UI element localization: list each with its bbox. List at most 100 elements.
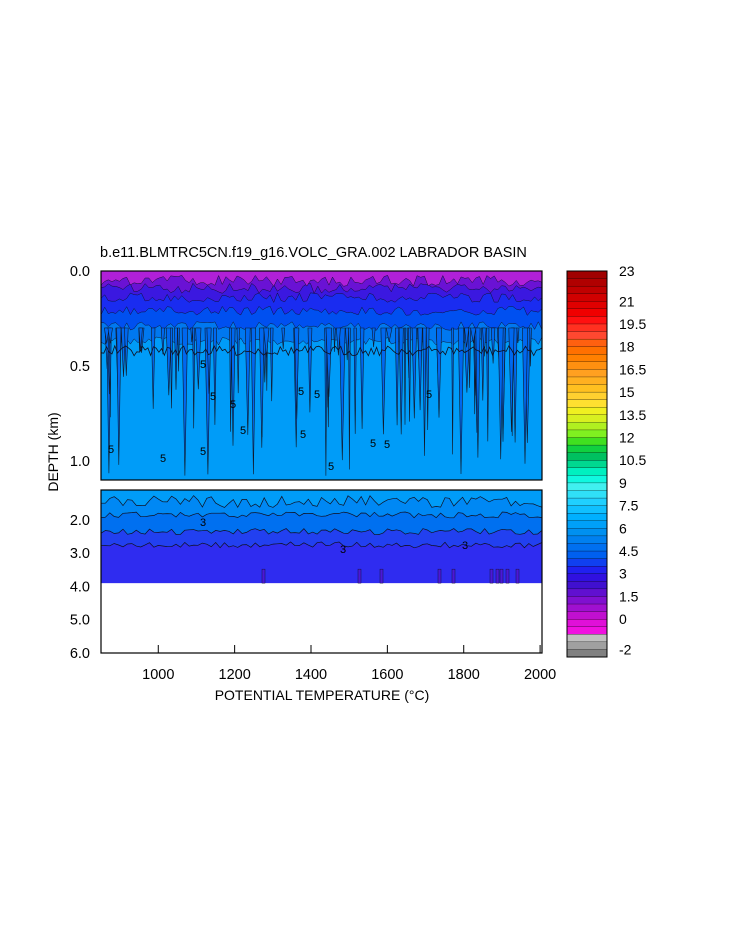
plume bbox=[470, 327, 477, 343]
plume bbox=[486, 327, 490, 442]
deep-feature bbox=[499, 568, 504, 584]
plume bbox=[107, 327, 113, 344]
colorbar-swatch bbox=[566, 399, 608, 408]
colorbar-swatch bbox=[566, 376, 608, 385]
colorbar-swatch bbox=[566, 558, 608, 567]
plume bbox=[516, 327, 520, 344]
colorbar-label: 1.5 bbox=[619, 589, 639, 605]
plume bbox=[116, 327, 122, 465]
colorbar-swatch bbox=[566, 444, 608, 454]
plume bbox=[380, 327, 387, 435]
plume bbox=[120, 327, 127, 377]
plume bbox=[104, 327, 110, 344]
plume bbox=[451, 327, 454, 455]
colorbar-swatch bbox=[566, 505, 608, 514]
colorbar-label: 19.5 bbox=[619, 316, 646, 332]
contour-label: 5 bbox=[370, 438, 376, 450]
colorbar-swatch bbox=[566, 422, 608, 431]
colorbar-swatch bbox=[566, 437, 608, 446]
colorbar-swatch bbox=[566, 407, 608, 416]
contour-label: 5 bbox=[230, 399, 236, 411]
plume bbox=[177, 327, 180, 372]
colorbar-label: 12 bbox=[619, 430, 635, 446]
plume bbox=[138, 327, 143, 352]
deep-feature bbox=[437, 568, 442, 584]
plume-streaks bbox=[104, 327, 532, 476]
colorbar-swatch bbox=[566, 641, 608, 650]
contour-label: 3 bbox=[340, 544, 346, 556]
plume bbox=[348, 327, 351, 470]
colorbar-swatch bbox=[566, 293, 608, 302]
plume bbox=[250, 327, 257, 475]
colorbar-swatch bbox=[566, 543, 608, 552]
colorbar-swatch bbox=[566, 369, 608, 378]
colorbar-swatch bbox=[566, 475, 608, 484]
colorbar-label: 18 bbox=[619, 339, 635, 355]
depth-band bbox=[100, 489, 543, 509]
contour-line-5 bbox=[100, 344, 543, 357]
colorbar-swatch bbox=[566, 581, 608, 590]
colorbar-swatch bbox=[566, 429, 608, 438]
colorbar-label: 6 bbox=[619, 520, 627, 536]
colorbar-swatch bbox=[566, 384, 608, 393]
upper-frame bbox=[100, 270, 543, 481]
contour-label: 5 bbox=[210, 391, 216, 403]
colorbar-swatch bbox=[566, 619, 608, 628]
colorbar-swatch bbox=[566, 338, 608, 348]
colorbar-label: 7.5 bbox=[619, 498, 639, 514]
y-tick-label: 2.0 bbox=[70, 513, 90, 529]
plume bbox=[124, 327, 129, 376]
x-tick-label: 1400 bbox=[295, 667, 327, 683]
colorbar-swatch bbox=[566, 528, 608, 537]
colorbar-swatch bbox=[566, 391, 608, 401]
plume bbox=[371, 327, 376, 348]
colorbar-label: 3 bbox=[619, 566, 627, 582]
plume bbox=[508, 327, 515, 432]
contour-label: 5 bbox=[240, 425, 246, 437]
contour-label: 5 bbox=[298, 386, 304, 398]
colorbar-swatch bbox=[566, 354, 608, 363]
colorbar-swatch bbox=[566, 452, 608, 461]
plume bbox=[333, 327, 336, 352]
plume bbox=[206, 327, 212, 394]
plume bbox=[394, 327, 400, 426]
contour-label: 5 bbox=[300, 429, 306, 441]
plume bbox=[422, 327, 427, 456]
deep-feature bbox=[261, 568, 266, 584]
contour-label: 3 bbox=[200, 517, 206, 529]
contour-label: 5 bbox=[426, 389, 432, 401]
colorbar-label: -2 bbox=[619, 641, 632, 657]
colorbar-swatch bbox=[566, 611, 608, 620]
colorbar-label: 9 bbox=[619, 475, 627, 491]
plume bbox=[339, 327, 346, 461]
plume bbox=[425, 327, 430, 431]
plume bbox=[475, 327, 481, 458]
plume bbox=[244, 327, 251, 435]
colorbar-swatch bbox=[566, 323, 608, 333]
colorbar-swatch bbox=[566, 361, 608, 370]
chart-title: b.e11.BLMTRC5CN.f19_g16.VOLC_GRA.002 LAB… bbox=[100, 245, 527, 261]
contour-label: 5 bbox=[108, 444, 114, 456]
plume bbox=[259, 327, 265, 448]
plume bbox=[229, 327, 232, 432]
colorbar-swatch bbox=[566, 535, 608, 544]
plume bbox=[457, 327, 465, 475]
colorbar-label: 15 bbox=[619, 384, 635, 400]
plume bbox=[468, 327, 472, 388]
deep-feature bbox=[451, 568, 456, 584]
colorbar-swatch bbox=[566, 346, 608, 355]
colorbar-swatch bbox=[566, 308, 608, 317]
colorbar-label: 10.5 bbox=[619, 452, 646, 468]
colorbar-swatch bbox=[566, 467, 608, 476]
colorbar-swatch bbox=[566, 550, 608, 560]
contour-label: 3 bbox=[462, 540, 468, 552]
y-tick-label: 6.0 bbox=[70, 646, 90, 662]
y-tick-label: 3.0 bbox=[70, 546, 90, 562]
colorbar-swatch bbox=[566, 482, 608, 491]
colorbar-swatch bbox=[566, 285, 608, 295]
y-tick-labels: 0.0 0.5 1.0 2.0 3.0 4.0 5.0 6.0 bbox=[70, 264, 90, 662]
contour-label: 5 bbox=[384, 439, 390, 451]
plume bbox=[151, 327, 156, 409]
plume bbox=[165, 327, 172, 396]
